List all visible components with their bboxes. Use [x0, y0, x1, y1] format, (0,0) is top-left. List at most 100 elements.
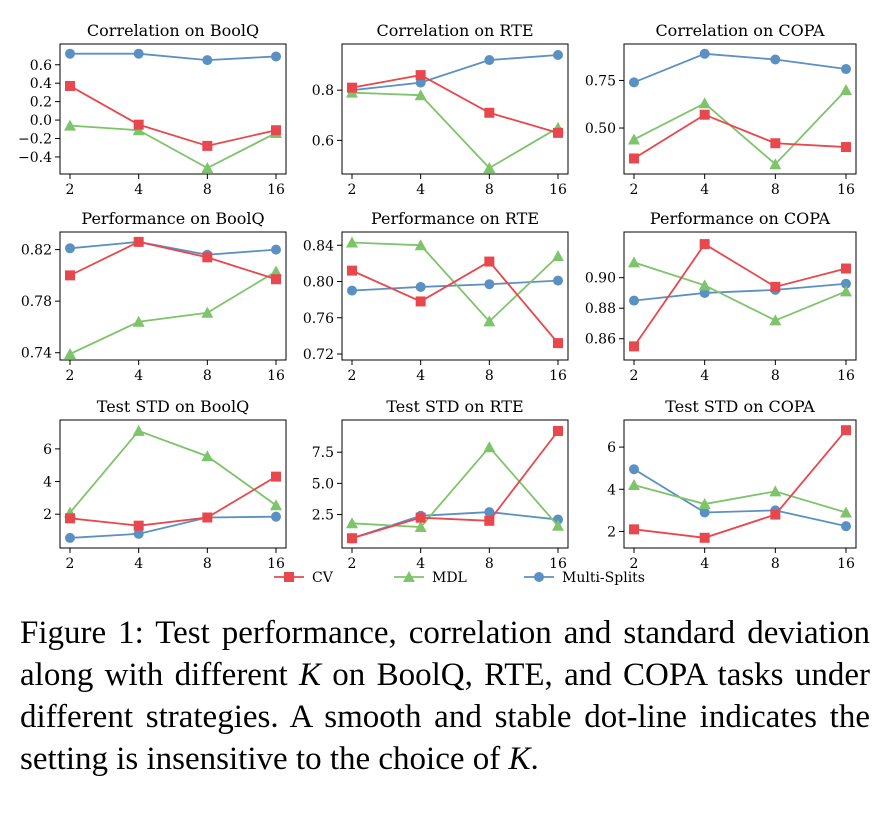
x-tick-label: 8: [203, 556, 212, 572]
y-tick-label: 0.80: [303, 275, 334, 291]
data-point: [415, 281, 426, 292]
data-point: [699, 532, 710, 543]
data-point: [346, 236, 358, 248]
data-point: [770, 138, 781, 149]
y-tick-label: 4: [43, 475, 52, 491]
series-line: [351, 91, 559, 170]
series-line: [69, 475, 277, 527]
data-point: [65, 80, 75, 91]
data-point: [483, 162, 496, 173]
x-tick-label: 2: [66, 556, 75, 572]
data-point: [841, 425, 851, 436]
x-tick-label: 16: [549, 182, 567, 198]
data-point: [770, 281, 781, 292]
data-point: [415, 70, 426, 81]
x-tick-label: 2: [348, 182, 357, 198]
axes-frame: [59, 231, 287, 361]
chart-panel: Performance on COPA 0.90 0.88 0.86 2 4 8 16: [585, 209, 857, 384]
data-point: [628, 256, 640, 268]
data-point: [484, 256, 495, 267]
data-point: [699, 48, 710, 59]
data-point: [270, 499, 282, 511]
caption-k-1: K: [298, 657, 321, 693]
x-tick-label: 8: [485, 368, 494, 384]
caption-text-1: Figure 1: Test performance, correlation …: [20, 615, 870, 693]
series-line: [351, 260, 559, 344]
data-point: [770, 54, 781, 65]
x-tick-label: 16: [837, 368, 855, 384]
x-tick-label: 4: [700, 182, 709, 198]
y-tick-label: 6: [43, 442, 52, 458]
data-point: [841, 263, 851, 274]
data-point: [415, 77, 426, 88]
data-point: [271, 125, 281, 136]
chart-panel: Correlation on COPA 0.75 0.50 2 4 8 16: [585, 21, 857, 198]
y-tick-label: 2: [607, 524, 616, 540]
data-point: [271, 244, 281, 255]
chart-title: Test STD on COPA: [665, 397, 815, 416]
legend-marker: [403, 571, 415, 582]
data-point: [699, 507, 710, 518]
y-tick-label: 0.6: [312, 133, 334, 149]
y-tick-label: 0.75: [585, 73, 616, 89]
data-point: [484, 515, 495, 526]
data-point: [201, 306, 214, 318]
chart-panel: Correlation on BoolQ 0.6 0.4 0.2 0.0 −0.2 −0.4…: [18, 21, 287, 198]
x-tick-label: 16: [549, 556, 567, 572]
chart-panel: Test STD on COPA 6 4 22 4 8 16: [607, 397, 857, 572]
chart-title: Test STD on RTE: [386, 397, 523, 416]
x-tick-label: 16: [267, 368, 285, 384]
data-point: [552, 519, 564, 531]
series-line: [351, 445, 559, 528]
data-point: [347, 82, 357, 93]
x-tick-label: 16: [267, 556, 285, 572]
series-line: [351, 74, 559, 134]
data-point: [840, 506, 852, 518]
y-tick-label: 5.0: [312, 476, 334, 492]
series-line: [633, 113, 847, 160]
caption-text-2: on BoolQ, RTE, and COPA tasks under diff…: [20, 657, 870, 777]
data-point: [483, 315, 496, 327]
legend-marker: [534, 572, 544, 582]
y-tick-label: 0.84: [303, 238, 334, 254]
x-tick-label: 4: [700, 556, 709, 572]
caption-k-2: K: [508, 741, 531, 777]
x-tick-label: 8: [485, 556, 494, 572]
x-tick-label: 16: [837, 182, 855, 198]
data-point: [202, 512, 213, 523]
data-point: [484, 507, 495, 518]
data-point: [133, 528, 144, 539]
chart-panel: Test STD on BoolQ 6 4 2 2 4 8 16: [43, 397, 287, 572]
legend-marker: [284, 572, 294, 582]
axes-frame: [623, 419, 857, 549]
data-point: [65, 48, 75, 59]
data-point: [484, 55, 495, 66]
x-tick-label: 2: [630, 556, 639, 572]
series-line: [351, 279, 559, 292]
series-line: [351, 241, 559, 323]
data-point: [841, 142, 851, 153]
data-point: [629, 153, 639, 164]
x-tick-label: 4: [134, 182, 143, 198]
data-point: [65, 270, 75, 281]
data-point: [132, 315, 145, 327]
data-point: [698, 498, 711, 510]
y-tick-label: 0.50: [585, 121, 616, 137]
y-tick-label: 0.8: [312, 83, 334, 99]
data-point: [64, 348, 76, 359]
data-point: [347, 533, 357, 544]
y-tick-label: 6: [607, 440, 616, 456]
x-tick-label: 2: [348, 556, 357, 572]
data-point: [553, 338, 563, 349]
y-tick-label: 0.78: [21, 294, 52, 310]
y-tick-label: 7.5: [312, 445, 334, 461]
series-line: [69, 270, 277, 355]
data-point: [414, 89, 427, 101]
series-line: [633, 242, 847, 347]
data-point: [484, 107, 495, 118]
axes-frame: [341, 231, 569, 361]
chart-title: Correlation on RTE: [376, 21, 533, 40]
data-point: [270, 265, 282, 277]
data-point: [629, 524, 639, 535]
data-point: [133, 119, 144, 130]
